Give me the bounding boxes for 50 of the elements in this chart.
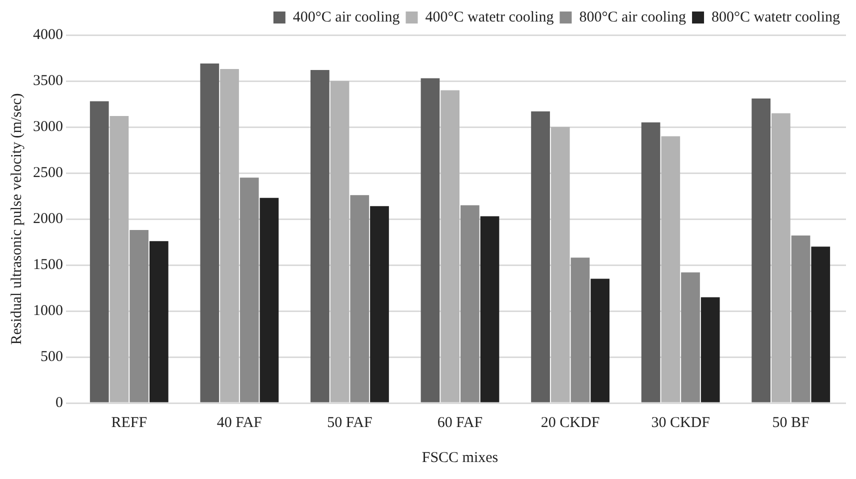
- y-tick-label: 3000: [33, 118, 63, 135]
- y-tick-label: 500: [40, 348, 63, 365]
- y-axis-title: Residual ultrasonic pulse velocity (m/sec): [8, 93, 25, 345]
- bar: [420, 78, 440, 402]
- legend-label: 800°C watetr cooling: [712, 9, 840, 26]
- y-tick-label: 2000: [33, 210, 63, 227]
- bar: [310, 70, 330, 402]
- bar: [90, 101, 109, 402]
- legend-label: 800°C air cooling: [579, 9, 687, 26]
- bar: [700, 297, 720, 402]
- bar: [240, 178, 259, 402]
- bar: [772, 113, 790, 402]
- bar: [570, 258, 590, 402]
- bar: [590, 278, 610, 402]
- x-axis-title: FSCC mixes: [422, 450, 498, 466]
- y-tick-label: 2500: [33, 164, 63, 181]
- x-tick-label: 20 CKDF: [540, 414, 600, 431]
- x-tick-label: 40 FAF: [216, 414, 262, 431]
- x-tick-label: REFF: [111, 414, 148, 431]
- bar: [220, 69, 239, 402]
- y-tick-label: 1500: [33, 256, 63, 273]
- legend-label: 400°C watetr cooling: [425, 9, 554, 26]
- y-tick-label: 1000: [33, 302, 63, 319]
- x-tick-label: 50 BF: [772, 414, 810, 431]
- x-tick-label: 60 FAF: [437, 414, 483, 431]
- bar: [480, 216, 500, 402]
- y-tick-label: 4000: [33, 26, 63, 43]
- bar: [460, 205, 480, 402]
- bar: [661, 136, 680, 402]
- bar: [550, 127, 570, 402]
- bar: [681, 272, 700, 402]
- y-tick-label: 0: [56, 394, 63, 411]
- bar: [149, 241, 168, 402]
- bar: [260, 198, 279, 402]
- y-tick-label: 3500: [33, 72, 63, 89]
- bar: [350, 195, 370, 402]
- bar: [791, 236, 810, 402]
- bar: [110, 116, 129, 402]
- bar: [641, 122, 660, 402]
- bar: [330, 81, 350, 402]
- bar: [370, 206, 389, 402]
- bar: [440, 90, 460, 402]
- x-tick-label: 30 CKDF: [651, 414, 710, 431]
- bar: [200, 64, 220, 402]
- bar: [130, 230, 148, 402]
- x-tick-label: 50 FAF: [327, 414, 372, 431]
- bar: [811, 246, 830, 402]
- bar: [531, 111, 550, 402]
- bar: [752, 98, 771, 402]
- legend-label: 400°C air cooling: [292, 9, 400, 26]
